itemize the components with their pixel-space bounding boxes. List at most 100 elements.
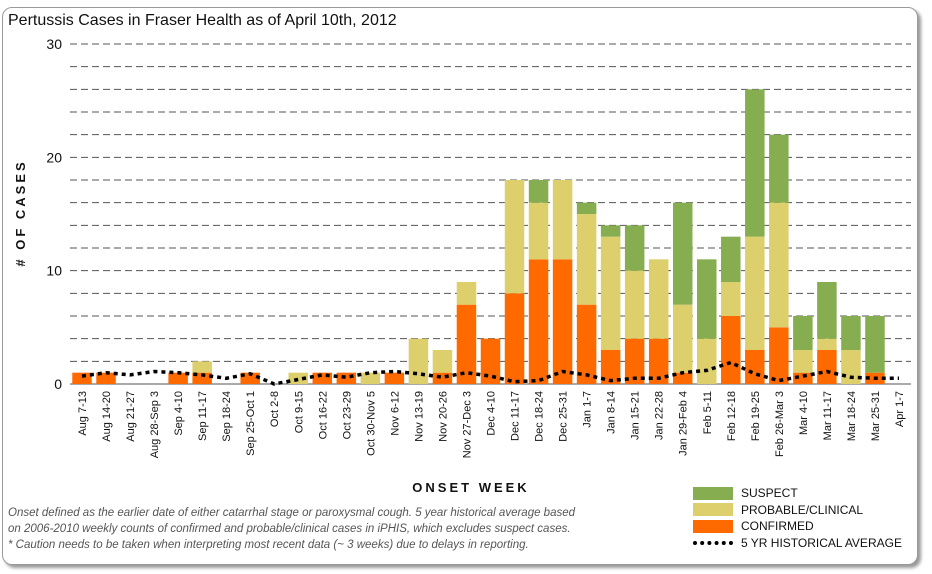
bar-confirmed-16 xyxy=(456,304,477,384)
bar-confirmed-10 xyxy=(312,372,333,384)
bar-suspect-23 xyxy=(624,225,645,271)
x-tick-label: Nov 6-12 xyxy=(389,391,401,436)
x-tick-label: Feb 19-25 xyxy=(750,391,762,441)
bar-confirmed-27 xyxy=(721,316,741,384)
confirmed-swatch xyxy=(693,519,733,533)
bar-probable-clinical-16 xyxy=(456,282,477,305)
bar-probable-clinical-20 xyxy=(552,180,573,260)
bar-confirmed-11 xyxy=(336,372,357,384)
bar-probable-clinical-18 xyxy=(504,180,525,294)
bar-confirmed-28 xyxy=(745,350,765,384)
bar-probable-clinical-28 xyxy=(745,236,765,350)
bar-probable-clinical-15 xyxy=(432,350,453,373)
bar-series xyxy=(72,89,885,384)
x-tick-label: Jan 22-28 xyxy=(654,391,666,440)
legend-label-suspect: SUSPECT xyxy=(741,486,798,500)
x-tick-label: Jan 29-Feb 4 xyxy=(678,391,690,456)
bar-probable-clinical-29 xyxy=(769,202,789,328)
x-tick-label: Nov 27-Dec 3 xyxy=(461,391,473,458)
footnote-line-3: * Caution needs to be taken when interpr… xyxy=(8,539,529,551)
chart-title: Pertussis Cases in Fraser Health as of A… xyxy=(8,12,397,29)
y-tick-label: 30 xyxy=(46,36,62,52)
bar-suspect-26 xyxy=(697,259,717,339)
x-axis-label: ONSET WEEK xyxy=(412,480,530,495)
bar-probable-clinical-25 xyxy=(672,304,693,373)
suspect-swatch xyxy=(693,486,733,500)
x-tick-label: Sep 4-10 xyxy=(173,391,185,436)
bar-confirmed-4 xyxy=(168,372,188,384)
y-tick-label: 10 xyxy=(46,263,62,279)
x-tick-label: Aug 21-27 xyxy=(125,391,137,442)
x-tick-label: Mar 4-10 xyxy=(798,391,810,435)
bar-suspect-30 xyxy=(793,316,813,350)
footnotes: Onset defined as the earlier date of eit… xyxy=(8,505,668,553)
bar-confirmed-19 xyxy=(528,259,549,384)
bar-confirmed-5 xyxy=(192,372,212,384)
bar-probable-clinical-14 xyxy=(408,338,429,384)
bar-suspect-27 xyxy=(721,236,741,282)
y-tick-label: 20 xyxy=(46,149,62,165)
legend-label-probable: PROBABLE/CLINICAL xyxy=(741,502,864,517)
x-tick-label: Sep 18-24 xyxy=(221,391,233,442)
x-tick-label: Dec 4-10 xyxy=(486,391,498,436)
bar-suspect-32 xyxy=(841,316,861,350)
x-tick-label: Apr 1-7 xyxy=(894,391,906,427)
x-tick-label: Sep 25-Oct 1 xyxy=(245,391,257,456)
bar-probable-clinical-23 xyxy=(624,270,645,339)
gridlines xyxy=(70,43,911,385)
x-tick-label: Aug 14-20 xyxy=(101,391,113,442)
bar-confirmed-25 xyxy=(672,372,693,384)
x-tick-label: Jan 1-7 xyxy=(582,391,594,428)
bar-suspect-19 xyxy=(528,180,549,203)
bar-confirmed-23 xyxy=(624,338,645,384)
bar-confirmed-22 xyxy=(600,350,621,384)
bar-confirmed-15 xyxy=(432,372,453,384)
x-tick-label: Jan 8-14 xyxy=(606,391,618,434)
bar-confirmed-7 xyxy=(240,372,260,384)
legend: SUSPECT PROBABLE/CLINICAL CONFIRMED 5 YR… xyxy=(693,485,902,551)
bar-probable-clinical-24 xyxy=(648,259,669,339)
y-axis-label: # OF CASES xyxy=(13,159,28,266)
bar-probable-clinical-9 xyxy=(288,372,309,384)
bar-confirmed-20 xyxy=(552,259,573,384)
bar-probable-clinical-31 xyxy=(817,338,837,350)
bar-suspect-25 xyxy=(672,202,693,305)
bar-probable-clinical-30 xyxy=(793,350,813,373)
x-tick-label: Dec 18-24 xyxy=(534,391,546,442)
bar-confirmed-24 xyxy=(648,338,669,384)
x-tick-label: Dec 11-17 xyxy=(510,391,522,441)
legend-label-confirmed: CONFIRMED xyxy=(741,519,814,533)
x-tick-label: Oct 16-22 xyxy=(317,391,329,439)
bar-probable-clinical-32 xyxy=(841,350,861,384)
y-tick-label: 0 xyxy=(54,376,62,392)
x-tick-label: Sep 11-17 xyxy=(197,391,209,441)
bar-probable-clinical-12 xyxy=(360,372,381,384)
average-line xyxy=(81,360,899,386)
x-tick-label: Mar 11-17 xyxy=(822,391,834,440)
bar-confirmed-29 xyxy=(769,327,789,384)
bar-probable-clinical-19 xyxy=(528,202,549,260)
x-tick-label: Mar 18-24 xyxy=(846,391,858,441)
bar-probable-clinical-5 xyxy=(192,361,212,373)
legend-item-confirmed: CONFIRMED xyxy=(693,518,902,534)
bar-confirmed-17 xyxy=(480,338,501,384)
bar-confirmed-13 xyxy=(384,372,405,384)
bar-probable-clinical-21 xyxy=(576,214,597,305)
x-tick-label: Mar 25-31 xyxy=(870,391,882,441)
x-tick-label: Nov 20-26 xyxy=(437,391,449,442)
bar-confirmed-31 xyxy=(817,350,837,384)
bar-suspect-28 xyxy=(745,89,765,237)
bar-confirmed-1 xyxy=(96,372,116,384)
x-tick-label: Oct 30-Nov 5 xyxy=(365,391,377,456)
x-tick-label: Feb 12-18 xyxy=(726,391,738,441)
x-tick-label: Dec 25-31 xyxy=(558,391,570,442)
axis-ticks: 0 10 20 30 Aug 7-13 Aug 14-20 Aug 21-27 Aug 28-… xyxy=(46,36,906,458)
bar-suspect-31 xyxy=(817,282,837,339)
bar-confirmed-21 xyxy=(576,304,597,384)
bar-confirmed-0 xyxy=(72,372,92,384)
bar-confirmed-18 xyxy=(504,293,525,384)
legend-item-suspect: SUSPECT xyxy=(693,485,902,501)
x-tick-label: Feb 26-Mar 3 xyxy=(774,391,786,457)
bar-probable-clinical-22 xyxy=(600,236,621,350)
bar-probable-clinical-26 xyxy=(697,338,717,384)
